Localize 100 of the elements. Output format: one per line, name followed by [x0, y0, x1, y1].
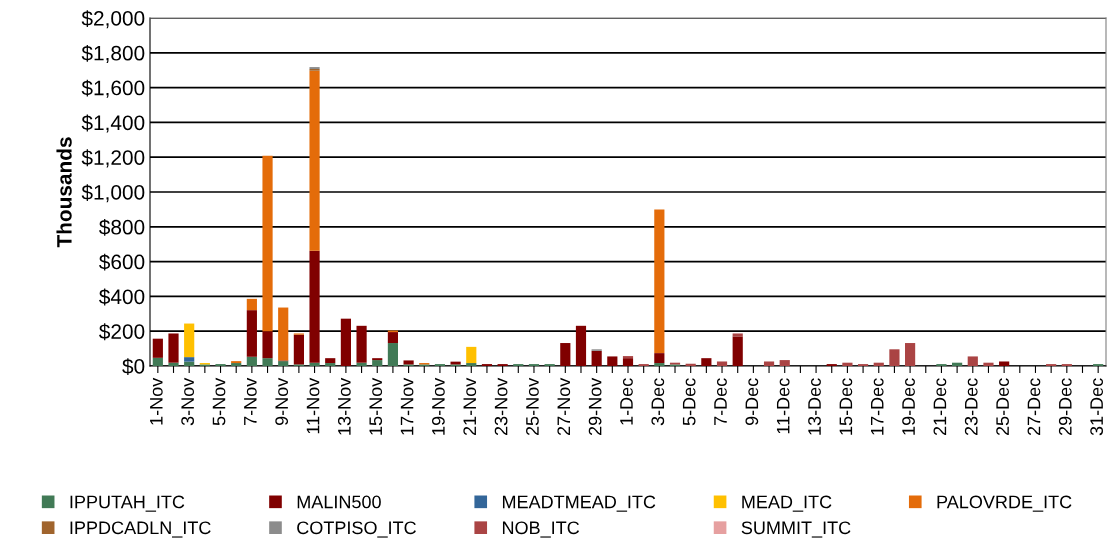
x-tick-label: 11-Nov [306, 377, 320, 434]
bar [591, 350, 602, 366]
bar [387, 343, 399, 366]
y-tick-label: $1,400 [81, 114, 145, 133]
bar [309, 362, 320, 366]
bar [168, 362, 179, 366]
bar [575, 325, 587, 366]
legend-label: COTPISO_ITC [297, 521, 416, 538]
x-tick-label: 21-Nov [463, 377, 477, 436]
legend-label: SUMMIT_ITC [741, 521, 851, 538]
bar [309, 70, 320, 251]
x-tick-label: 27-Dec [1027, 378, 1041, 436]
x-tick-label: 13-Nov [337, 377, 351, 435]
bar [246, 298, 257, 311]
bar [262, 358, 273, 366]
y-tick-label: $1,200 [81, 149, 145, 168]
x-tick-label: 3-Nov [181, 377, 195, 426]
bar [246, 356, 257, 366]
bar [246, 310, 257, 357]
bar [701, 358, 712, 366]
bar [607, 356, 618, 366]
x-tick-label: 11-Dec [776, 378, 790, 434]
x-tick-label: 13-Dec [808, 378, 821, 435]
bar [184, 323, 195, 358]
x-tick-label: 19-Dec [902, 378, 915, 435]
x-tick-label: 19-Nov [432, 377, 445, 435]
y-axis-title: Thousands [56, 137, 72, 248]
bar [466, 363, 477, 366]
x-tick-label: 21-Dec [933, 378, 947, 436]
y-tick-label: $200 [99, 323, 145, 341]
bar [356, 362, 367, 366]
legend-label: MEADTMEAD_ITC [502, 495, 656, 512]
bar [654, 353, 665, 364]
x-tick-label: 17-Nov [400, 377, 414, 435]
bar [983, 362, 994, 366]
bar [905, 343, 916, 366]
bar [262, 155, 273, 332]
y-tick-label: $0 [122, 358, 145, 375]
x-tick-label: 1-Nov [150, 377, 163, 425]
bar [168, 333, 179, 363]
legend-label: IPPUTAH_ITC [70, 495, 185, 512]
x-tick-label: 3-Dec [651, 378, 665, 426]
bar [732, 336, 743, 366]
bar [184, 357, 195, 362]
bar [184, 361, 195, 366]
bar [325, 363, 336, 366]
bar [842, 362, 853, 366]
bar [560, 343, 571, 366]
bar [999, 361, 1010, 366]
y-tick-label: $800 [99, 218, 145, 236]
x-tick-label: 9-Dec [745, 378, 759, 426]
bar [262, 331, 273, 359]
bar [622, 356, 634, 359]
bar [763, 361, 775, 366]
y-tick-label: $600 [99, 253, 145, 271]
x-tick-label: 7-Dec [714, 378, 727, 426]
bar [716, 361, 728, 366]
bar [732, 333, 743, 337]
bar [967, 356, 978, 366]
bar [654, 209, 665, 354]
x-tick-label: 5-Nov [212, 377, 226, 426]
bar [309, 250, 320, 363]
bar [278, 361, 289, 366]
bar [889, 349, 900, 366]
legend-label: NOB_ITC [502, 521, 580, 538]
bar [372, 360, 383, 366]
x-tick-label: 1-Dec [620, 378, 633, 425]
x-tick-label: 15-Nov [369, 377, 383, 435]
bar [278, 307, 289, 361]
bar [387, 332, 399, 344]
y-tick-label: $2,000 [81, 10, 145, 29]
x-tick-label: 29-Dec [1058, 378, 1072, 436]
x-tick-label: 23-Dec [964, 378, 978, 436]
x-tick-label: 5-Dec [682, 378, 696, 426]
bar [622, 358, 634, 366]
y-tick-label: $1,600 [81, 79, 145, 98]
legend-label: PALOVRDE_ITC [937, 495, 1072, 512]
x-tick-label: 23-Nov [494, 377, 508, 436]
x-tick-label: 7-Nov [244, 377, 257, 426]
bar [654, 363, 665, 366]
y-tick-label: $1,000 [81, 184, 145, 203]
bar [340, 318, 351, 366]
x-tick-label: 17-Dec [871, 378, 884, 435]
bar [152, 338, 163, 358]
x-tick-label: 25-Dec [996, 378, 1009, 436]
bar [152, 357, 163, 366]
x-tick-label: 29-Nov [588, 377, 602, 436]
y-tick-label: $400 [99, 288, 145, 306]
bar [403, 360, 414, 365]
legend-label: IPPDCADLN_ITC [70, 521, 211, 538]
x-tick-label: 25-Nov [526, 377, 539, 436]
bar [779, 360, 790, 366]
bar [356, 325, 367, 363]
legend-label: MALIN500 [297, 495, 381, 509]
x-tick-label: 27-Nov [557, 377, 571, 436]
bar [466, 346, 477, 364]
x-tick-label: 9-Nov [275, 377, 289, 426]
x-tick-label: 15-Dec [839, 378, 853, 435]
x-tick-label: 31-Dec [1090, 378, 1104, 436]
legend-label: MEAD_ITC [742, 495, 832, 512]
